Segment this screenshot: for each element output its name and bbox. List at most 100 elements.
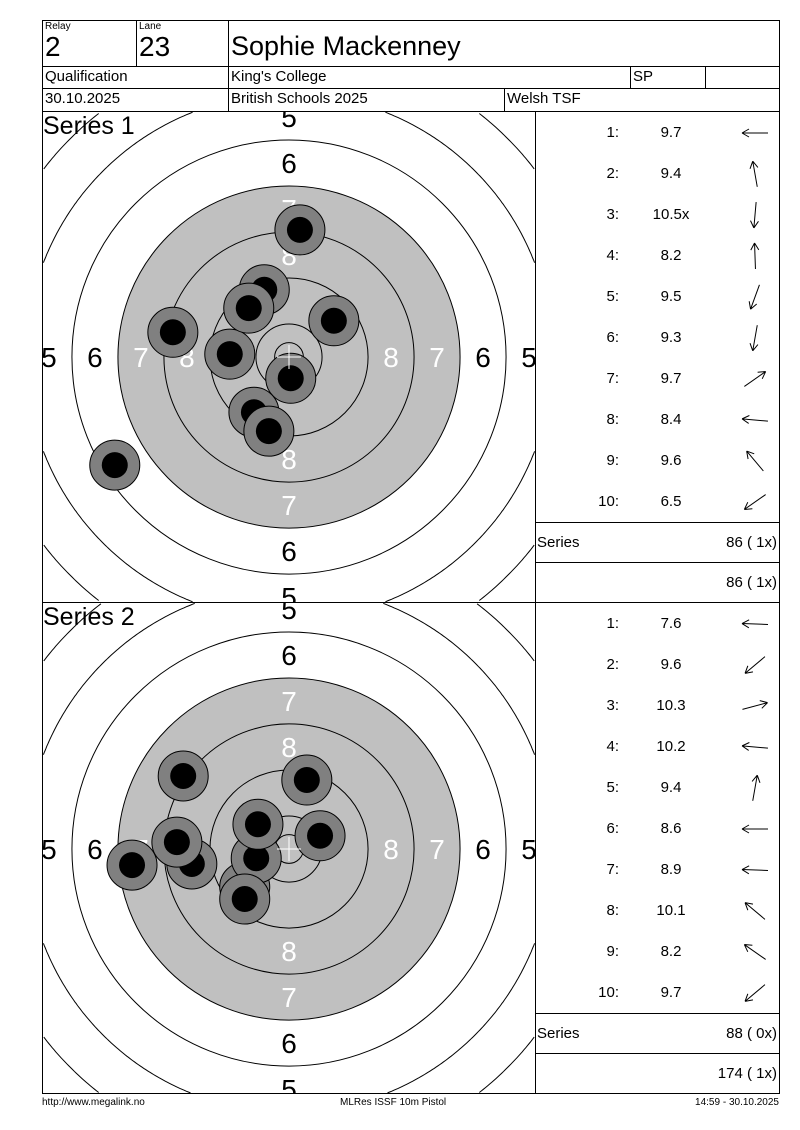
ring-label: 6 xyxy=(281,1028,297,1059)
shot-hole-5 xyxy=(281,754,333,806)
relay-label: Relay xyxy=(45,21,71,32)
shot-row: 6: 9.3 xyxy=(536,317,779,358)
shot-row: 5: 9.5 xyxy=(536,276,779,317)
ring-label: 7 xyxy=(281,490,297,521)
ring-5 xyxy=(385,112,535,263)
series-2-score-list: 1: 7.6 2: 9.6 3: 10.3 4: 10.2 5: 9.4 6: 8.6 7: 8.9 8: 1… xyxy=(535,602,780,1094)
region-cell: Welsh TSF xyxy=(504,88,780,112)
shot-hole-10 xyxy=(219,873,271,925)
running-total-row: 86 ( 1x) xyxy=(536,562,779,603)
ring-label: 7 xyxy=(281,686,297,717)
ring-label: 8 xyxy=(281,936,297,967)
ring-5 xyxy=(385,451,535,602)
shot-core xyxy=(255,418,282,445)
date-cell: 30.10.2025 xyxy=(42,88,229,112)
shot-number: 7: xyxy=(606,370,619,387)
direction-arrow-icon xyxy=(741,128,768,138)
shot-number: 3: xyxy=(606,206,619,223)
shot-hole-1 xyxy=(106,839,158,891)
ring-label: 5 xyxy=(281,112,297,133)
shot-score: 10.1 xyxy=(656,902,686,919)
club: King's College xyxy=(231,68,327,85)
shot-hole-9 xyxy=(157,750,209,802)
lane-cell: Lane 23 xyxy=(136,20,229,67)
shot-score: 8.4 xyxy=(660,411,682,428)
ring-6 xyxy=(71,631,507,1067)
shot-row: 3: 10.3 xyxy=(536,685,779,726)
shot-number: 2: xyxy=(606,656,619,673)
shot-row: 6: 8.6 xyxy=(536,808,779,849)
ring-5 xyxy=(43,603,195,755)
ring-label: 7 xyxy=(429,342,445,373)
shot-core xyxy=(293,767,320,793)
direction-arrow-icon xyxy=(749,325,759,352)
shot-core xyxy=(163,829,190,856)
series-total-row: Series 86 ( 1x) xyxy=(536,522,779,563)
series-1-target-panel: Series 1 5555666677778888 xyxy=(42,111,536,603)
ring-7 xyxy=(117,185,461,529)
direction-arrow-icon xyxy=(744,656,766,674)
ring-label: 5 xyxy=(281,1074,297,1093)
ring-5 xyxy=(43,112,193,263)
series-title: Series 2 xyxy=(43,603,135,631)
centre-cross xyxy=(277,837,301,861)
stage: Qualification xyxy=(45,68,128,85)
ring-5 xyxy=(387,943,535,1093)
shot-row: 4: 10.2 xyxy=(536,726,779,767)
ring-label: 5 xyxy=(43,834,57,865)
direction-arrow-icon xyxy=(751,774,761,801)
shot-row: 2: 9.6 xyxy=(536,644,779,685)
ring-4 xyxy=(43,603,102,662)
relay-value: 2 xyxy=(45,31,61,62)
shot-hole-7 xyxy=(151,816,203,868)
shot-core xyxy=(307,822,334,849)
shot-row: 10: 9.7 xyxy=(536,972,779,1013)
ring-5 xyxy=(383,603,535,755)
ring-label: 8 xyxy=(281,444,297,475)
shot-score: 8.9 xyxy=(660,861,682,878)
direction-arrow-icon xyxy=(741,415,768,424)
direction-arrow-icon xyxy=(741,742,768,751)
shot-core xyxy=(243,845,270,872)
shot-row: 8: 8.4 xyxy=(536,399,779,440)
shot-number: 3: xyxy=(606,697,619,714)
ring-6 xyxy=(71,139,507,575)
shot-hole-4 xyxy=(274,204,326,256)
shot-row: 8: 10.1 xyxy=(536,890,779,931)
shot-core xyxy=(286,216,313,243)
direction-arrow-icon xyxy=(748,284,760,310)
shot-row: 4: 8.2 xyxy=(536,235,779,276)
running-total: 174 ( 1x) xyxy=(717,1065,777,1082)
class: SP xyxy=(633,68,654,85)
ring-label: 8 xyxy=(383,342,399,373)
footer-timestamp: 14:59 - 30.10.2025 xyxy=(695,1097,779,1108)
direction-arrow-icon xyxy=(744,371,767,387)
name-cell: Sophie Mackenney xyxy=(228,20,780,67)
shot-row: 7: 9.7 xyxy=(536,358,779,399)
club-cell: King's College xyxy=(228,66,631,89)
shot-score: 8.6 xyxy=(660,820,682,837)
ring-4 xyxy=(478,544,535,601)
shot-core xyxy=(216,341,243,368)
running-total-row: 174 ( 1x) xyxy=(536,1053,779,1094)
series-total: 86 ( 1x) xyxy=(726,534,777,551)
shooter-name: Sophie Mackenney xyxy=(231,31,461,61)
shot-score: 6.5 xyxy=(660,493,682,510)
direction-arrow-icon xyxy=(741,619,769,629)
relay-cell: Relay 2 xyxy=(42,20,137,67)
footer-url: http://www.megalink.no xyxy=(42,1097,145,1108)
event-cell: British Schools 2025 xyxy=(228,88,505,112)
direction-arrow-icon xyxy=(750,242,760,270)
shot-number: 8: xyxy=(606,411,619,428)
series-total-row: Series 88 ( 0x) xyxy=(536,1013,779,1054)
shot-row: 2: 9.4 xyxy=(536,153,779,194)
direction-arrow-icon xyxy=(750,202,759,229)
target-svg: 5555666677778888 xyxy=(43,603,535,1093)
shot-hole-3 xyxy=(294,810,346,862)
shot-score: 10.3 xyxy=(656,697,686,714)
ring-label: 7 xyxy=(429,834,445,865)
shot-hole-6 xyxy=(243,405,295,457)
ring-4 xyxy=(478,1036,535,1093)
series-title: Series 1 xyxy=(43,112,135,140)
lane-label: Lane xyxy=(139,21,162,32)
